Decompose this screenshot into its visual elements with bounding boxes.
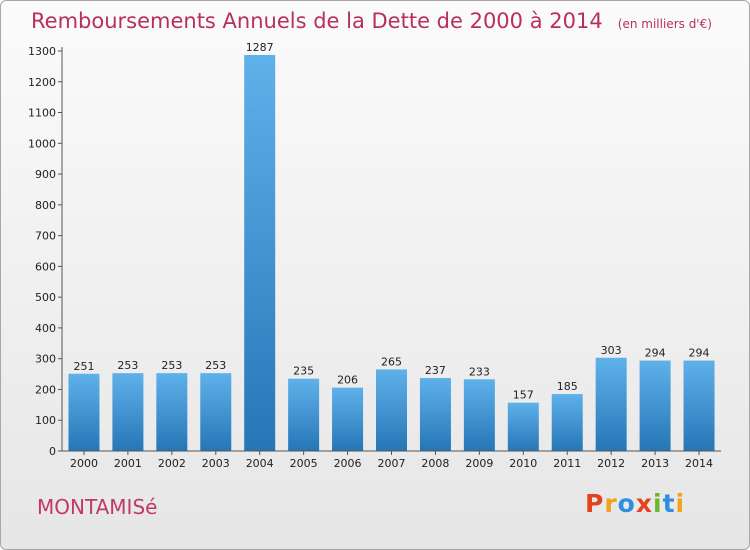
bar-2001 <box>112 373 144 451</box>
x-tick-label: 2013 <box>641 457 669 470</box>
bar-2009 <box>463 379 495 451</box>
data-label: 303 <box>601 344 622 357</box>
data-label: 294 <box>689 347 710 360</box>
bar-2002 <box>156 373 188 451</box>
y-tick-label: 600 <box>35 260 56 273</box>
x-tick-label: 2003 <box>202 457 230 470</box>
bar-2004 <box>244 55 276 451</box>
data-label: 253 <box>205 359 226 372</box>
data-label: 185 <box>557 380 578 393</box>
y-tick-label: 200 <box>35 383 56 396</box>
data-label: 206 <box>337 374 358 387</box>
logo-letter: i <box>675 489 686 518</box>
data-label: 294 <box>645 347 666 360</box>
bar-2008 <box>419 378 451 451</box>
y-tick-label: 0 <box>49 445 56 458</box>
x-tick-label: 2005 <box>290 457 318 470</box>
x-tick-label: 2006 <box>334 457 362 470</box>
y-tick-label: 1300 <box>28 45 56 58</box>
x-tick-label: 2002 <box>158 457 186 470</box>
title-row: Remboursements Annuels de la Dette de 20… <box>31 9 712 33</box>
logo-letter: o <box>617 489 636 518</box>
chart-subtitle: (en milliers d'€) <box>617 17 712 31</box>
bar-2000 <box>68 373 100 451</box>
y-tick-label: 900 <box>35 168 56 181</box>
x-tick-label: 2010 <box>509 457 537 470</box>
bar-2003 <box>200 373 232 451</box>
bar-2011 <box>551 394 583 451</box>
x-tick-label: 2000 <box>70 457 98 470</box>
bar-2014 <box>683 360 715 451</box>
y-tick-label: 800 <box>35 199 56 212</box>
data-label: 253 <box>161 359 182 372</box>
bar-2005 <box>288 378 320 451</box>
logo-letter: r <box>604 489 618 518</box>
logo-letter: P <box>585 489 605 518</box>
data-label: 265 <box>381 355 402 368</box>
bar-2007 <box>376 369 407 451</box>
logo-letter: t <box>662 489 676 518</box>
y-tick-label: 100 <box>35 414 56 427</box>
x-tick-label: 2001 <box>114 457 142 470</box>
y-tick-label: 1200 <box>28 76 56 89</box>
x-tick-label: 2012 <box>597 457 625 470</box>
data-label: 251 <box>73 360 94 373</box>
data-label: 237 <box>425 364 446 377</box>
x-tick-label: 2011 <box>553 457 581 470</box>
y-tick-label: 1100 <box>28 107 56 120</box>
y-tick-label: 300 <box>35 353 56 366</box>
bar-2006 <box>332 387 364 451</box>
chart-title: Remboursements Annuels de la Dette de 20… <box>31 9 603 33</box>
bar-2012 <box>595 357 627 451</box>
x-tick-label: 2008 <box>421 457 449 470</box>
x-tick-label: 2009 <box>465 457 493 470</box>
x-tick-label: 2014 <box>685 457 713 470</box>
logo-letter: x <box>635 489 653 518</box>
y-tick-label: 500 <box>35 291 56 304</box>
x-tick-label: 2004 <box>246 457 274 470</box>
proxiti-logo: Proxiti <box>585 489 685 518</box>
bar-2010 <box>507 402 539 451</box>
commune-name: MONTAMISé <box>37 495 158 519</box>
x-tick-label: 2007 <box>378 457 406 470</box>
data-label: 157 <box>513 389 534 402</box>
logo-letter: i <box>653 489 663 518</box>
y-tick-label: 1000 <box>28 137 56 150</box>
y-tick-label: 400 <box>35 322 56 335</box>
data-label: 253 <box>117 359 138 372</box>
bar-2013 <box>639 360 671 451</box>
data-label: 1287 <box>246 41 274 54</box>
data-label: 235 <box>293 365 314 378</box>
y-tick-label: 700 <box>35 230 56 243</box>
data-label: 233 <box>469 365 490 378</box>
